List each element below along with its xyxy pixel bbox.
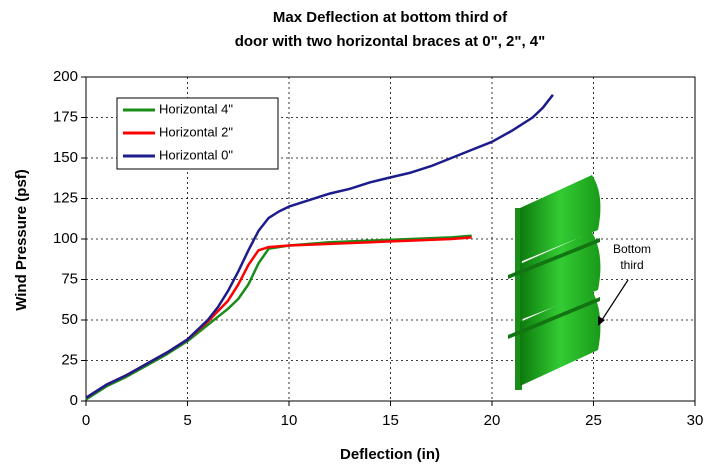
plot-frame xyxy=(85,76,696,402)
y-tick-label: 100 xyxy=(53,230,78,247)
x-tick-label: 25 xyxy=(585,412,602,429)
x-axis-label: Deflection (in) xyxy=(340,446,440,463)
legend-label: Horizontal 4" xyxy=(159,101,233,116)
y-tick-label: 175 xyxy=(53,108,78,125)
y-axis-label: Wind Pressure (psf) xyxy=(13,169,30,311)
x-tick-label: 15 xyxy=(382,412,399,429)
legend-label: Horizontal 2" xyxy=(159,124,233,139)
series-line xyxy=(85,94,554,399)
y-tick-label: 150 xyxy=(53,149,78,166)
door-illustration xyxy=(508,175,601,390)
y-tick-label: 200 xyxy=(53,68,78,85)
annotation-arrowhead xyxy=(598,316,605,326)
x-tick-label: 0 xyxy=(82,412,90,429)
door-brace xyxy=(508,238,600,279)
annotation-arrow xyxy=(599,279,629,324)
y-tick-label: 50 xyxy=(61,311,78,328)
door-slat xyxy=(520,232,601,320)
chart-title: door with two horizontal braces at 0", 2… xyxy=(235,33,546,50)
annotation: third xyxy=(620,258,643,272)
door-brace xyxy=(508,297,600,339)
x-tick-label: 5 xyxy=(183,412,191,429)
series-line xyxy=(85,236,472,399)
series-line xyxy=(85,234,472,401)
legend-label: Horizontal 0" xyxy=(159,147,233,162)
annotation: Bottom xyxy=(613,242,651,256)
door-slat xyxy=(520,290,601,386)
x-tick-label: 20 xyxy=(484,412,501,429)
y-tick-label: 125 xyxy=(53,189,78,206)
x-tick-label: 10 xyxy=(281,412,298,429)
door-frame xyxy=(515,208,522,390)
chart-title: Max Deflection at bottom third of xyxy=(273,9,508,26)
y-tick-label: 0 xyxy=(70,392,78,409)
x-tick-label: 30 xyxy=(687,412,704,429)
y-tick-label: 75 xyxy=(61,270,78,287)
door-slat xyxy=(520,175,601,262)
y-tick-label: 25 xyxy=(61,351,78,368)
